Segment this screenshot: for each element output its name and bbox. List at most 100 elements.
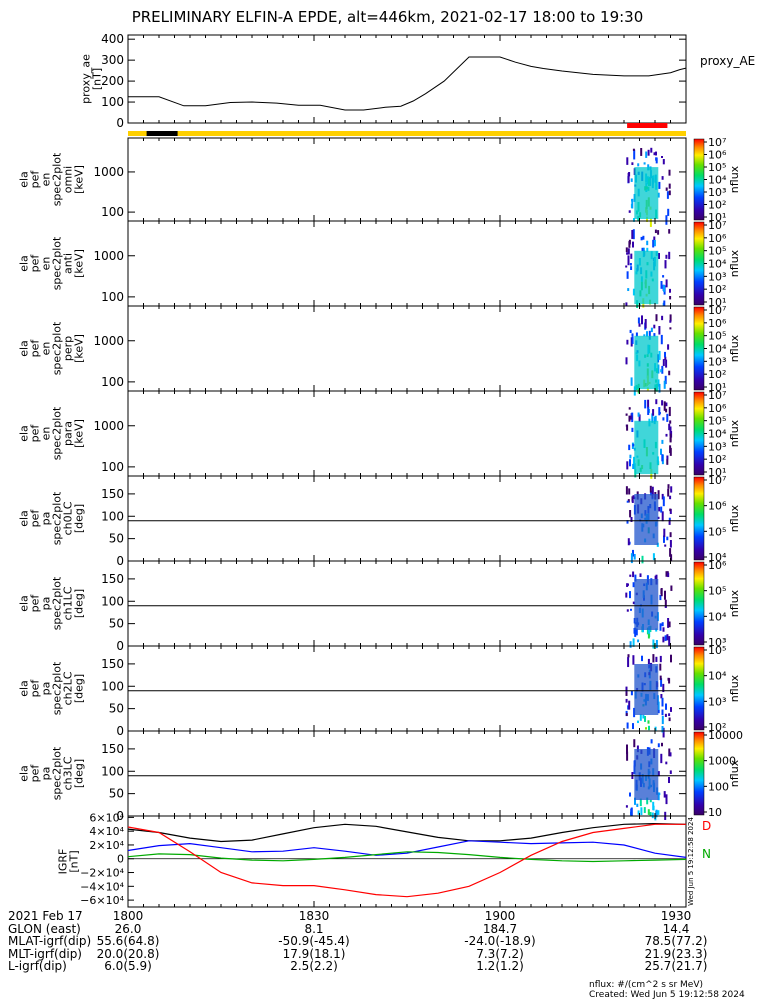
- spectrogram-cell: [641, 555, 644, 564]
- colorbar: [693, 306, 705, 391]
- spectrogram-cell: [625, 592, 628, 598]
- spectrogram-cell: [664, 351, 666, 358]
- spectrogram-cell: [669, 508, 672, 514]
- colorbar-tick-label: 10⁵: [708, 415, 726, 428]
- spectrogram-cell: [626, 271, 629, 279]
- y-tick-label: 150: [101, 742, 124, 756]
- spectrogram-cell: [665, 571, 668, 577]
- energy-panel-frame: [127, 220, 687, 307]
- spectrogram-cell: [668, 621, 671, 628]
- spectrogram-cell: [643, 334, 646, 337]
- y-axis-label-line: [keV]: [73, 334, 86, 363]
- colorbar-tick-label: 10⁵: [708, 245, 726, 258]
- colorbar-tick-label: 10⁶: [708, 149, 727, 162]
- spectrogram-cell: [631, 336, 634, 344]
- spectrogram-cell: [638, 414, 641, 422]
- colorbar-tick-label: 10²: [708, 199, 726, 212]
- spectrogram-cell: [650, 739, 653, 744]
- colorbar-label: nflux: [728, 504, 741, 532]
- y-tick-label: 300: [101, 53, 124, 67]
- spectrogram-cell: [629, 459, 631, 467]
- spectrogram-cell: [640, 807, 643, 816]
- y-axis-label-line: [deg]: [73, 504, 86, 533]
- spectrogram-cell: [668, 406, 671, 417]
- spectrogram-cell: [665, 433, 668, 437]
- spectrogram-cell: [643, 807, 646, 813]
- spectrogram-cell: [655, 656, 658, 662]
- ephem-value: 8.1: [304, 921, 324, 936]
- colorbar-tick-label: 10⁵: [708, 161, 726, 174]
- colorbar: [693, 476, 705, 561]
- spectrogram-cell: [659, 623, 662, 631]
- spectrogram-cell: [661, 176, 664, 180]
- spectrogram-cell: [668, 517, 671, 521]
- ephem-value: 1830: [298, 909, 330, 923]
- spectrogram-cell: [662, 496, 665, 507]
- spectrogram-cell: [646, 247, 649, 252]
- spectrogram-core: [634, 749, 659, 800]
- spectrogram-cell: [670, 554, 673, 561]
- ephem-row-label: L-igrf(dip): [8, 959, 67, 973]
- spectrogram-cell: [657, 490, 660, 500]
- colorbar-tick-label: 10⁵: [708, 525, 726, 538]
- spectrogram-cell: [644, 319, 647, 329]
- spectrogram-cell: [669, 548, 672, 557]
- spectrogram-cell: [655, 809, 658, 818]
- y-axis-label-line: ela: [18, 255, 31, 272]
- spectrogram-cell: [668, 748, 671, 757]
- spectrogram-cell: [660, 334, 663, 345]
- colorbar-tick-label: 10⁶: [708, 232, 727, 245]
- spectrogram-cell: [660, 694, 663, 699]
- spectrogram-cell: [627, 248, 630, 255]
- spectrogram-cell: [650, 147, 653, 153]
- spectrogram-cell: [632, 638, 635, 647]
- spectrogram-cell: [659, 655, 662, 663]
- spectrogram-cell: [666, 634, 669, 641]
- colorbar-tick-label: 10³: [708, 186, 726, 199]
- y-axis-label-line: pef: [29, 170, 42, 189]
- spectrogram-cell: [663, 401, 666, 411]
- ephem-row-label: MLT-igrf(dip): [8, 946, 82, 961]
- energy-panel-frame: [127, 390, 687, 477]
- y-axis-label-line: ela: [18, 595, 31, 612]
- y-axis-label-line: pef: [29, 764, 42, 783]
- spectrogram-core: [634, 167, 659, 219]
- spectrogram-cell: [670, 654, 672, 663]
- spectrogram-cell: [666, 455, 669, 460]
- y-axis-label-line: [deg]: [73, 589, 86, 618]
- ephem-value: 26.0: [114, 921, 142, 936]
- spectrogram-cell: [647, 149, 650, 156]
- y-axis-label-line: pef: [29, 509, 42, 528]
- ephem-value: 1930: [660, 909, 692, 923]
- y-axis-label-line: [deg]: [73, 674, 86, 703]
- spectrogram-signal: [625, 571, 673, 649]
- spectrogram-cell: [628, 415, 631, 422]
- spectrogram-cell: [634, 797, 636, 805]
- spectrogram-cell: [662, 627, 665, 632]
- spectrogram-cell: [647, 406, 650, 415]
- spectrogram-cell: [657, 792, 660, 801]
- colorbar-tick-label: 10⁴: [708, 258, 727, 271]
- spectrogram-cell: [661, 493, 664, 500]
- spectrogram-core: [634, 494, 659, 545]
- colorbar-tick-label: 10⁶: [708, 559, 727, 572]
- spectrogram-cell: [665, 254, 668, 259]
- spectrogram-cell: [661, 400, 664, 406]
- spectrogram-cell: [660, 506, 663, 513]
- y-axis-label-line: pa: [40, 767, 53, 781]
- spectrogram-cell: [655, 314, 658, 322]
- spectrogram-cell: [660, 588, 663, 594]
- y-axis-label-line: en: [40, 427, 53, 441]
- spectrogram-cell: [661, 156, 663, 159]
- spectrogram-cell: [626, 520, 629, 524]
- colorbar-tick-label: 10²: [708, 721, 726, 734]
- energy-panel-frame: [127, 137, 687, 222]
- y-axis-label-line: ela: [18, 680, 31, 697]
- spectrogram-cell: [647, 658, 650, 665]
- spectrogram-cell: [630, 553, 633, 564]
- spectrogram-cell: [654, 415, 657, 422]
- igrf-legend-d: D: [702, 819, 711, 833]
- spectrogram-cell: [662, 275, 665, 278]
